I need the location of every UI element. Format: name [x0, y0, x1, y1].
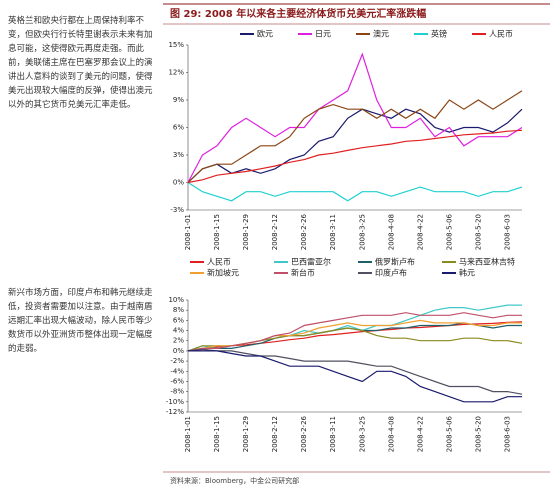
legend-label: 日元 — [315, 30, 331, 39]
x-tick-label: 2008-4-08 — [387, 416, 395, 452]
x-tick-label: 2008-2-26 — [300, 213, 308, 250]
legend-label: 人民币 — [489, 30, 513, 39]
legend-label: 人民币 — [207, 258, 231, 267]
legend-label: 英镑 — [431, 29, 447, 39]
x-tick-label: 2008-2-12 — [271, 214, 279, 250]
legend-label: 马来西亚林吉特 — [459, 257, 515, 267]
figure-title: 图 29: 2008 年以来各主要经济体货币兑美元汇率涨跌幅 — [170, 7, 426, 20]
series-line — [187, 321, 523, 352]
x-tick-label: 2008-4-08 — [387, 214, 395, 250]
y-tick-label: 0% — [173, 347, 184, 355]
legend-label: 印度卢布 — [375, 268, 407, 278]
left-text: 新兴市场方面，印度卢布和韩元继续走低，投资者需要加以注意。由于越南盾远期汇率出现… — [8, 288, 153, 354]
x-tick-label: 2008-1-29 — [242, 214, 250, 250]
legend-label: 新加坡元 — [207, 268, 239, 278]
y-tick-label: -2% — [170, 357, 184, 365]
x-tick-label: 2008-1-15 — [213, 416, 221, 452]
series-line — [188, 350, 522, 403]
x-tick-label: 2008-6-03 — [503, 214, 511, 250]
y-tick-label: -12% — [166, 408, 184, 416]
legend-label: 韩元 — [459, 268, 475, 278]
x-tick-label: 2008-1-01 — [184, 214, 192, 250]
y-tick-label: 8% — [173, 306, 184, 314]
source: 资料来源：Bloomberg，中金公司研究部 — [170, 476, 299, 485]
y-tick-label: -6% — [170, 377, 184, 385]
series-line — [187, 304, 522, 352]
left-text: 英格兰和欧央行都在上周保持利率不变，但欧央行行长特里谢表示未来有加息可能，这使得… — [8, 16, 153, 110]
x-tick-label: 2008-3-25 — [358, 416, 366, 452]
series-line — [187, 90, 523, 183]
y-tick-label: 9% — [173, 96, 184, 104]
y-tick-label: 4% — [173, 327, 184, 335]
y-tick-label: 3% — [173, 151, 184, 159]
series-line — [187, 181, 523, 202]
series-line — [187, 108, 523, 183]
x-tick-label: 2008-5-06 — [445, 415, 453, 452]
y-tick-label: 12% — [168, 69, 184, 77]
y-tick-label: -3% — [170, 206, 184, 214]
series-line — [187, 312, 522, 352]
series-line — [187, 129, 523, 184]
y-tick-label: -10% — [166, 398, 184, 406]
y-tick-label: -8% — [170, 388, 184, 396]
y-tick-label: 15% — [168, 41, 184, 49]
series-line — [187, 348, 523, 395]
y-tick-label: 6% — [173, 124, 184, 132]
legend-label: 巴西雷亚尔 — [291, 257, 331, 267]
y-tick-label: 2% — [173, 337, 184, 345]
x-tick-label: 2008-4-22 — [416, 214, 424, 250]
x-tick-label: 2008-5-20 — [474, 416, 482, 452]
series-line — [187, 322, 522, 352]
series-line — [187, 319, 522, 352]
legend-label: 欧元 — [257, 29, 273, 39]
y-tick-label: 6% — [173, 316, 184, 324]
x-tick-label: 2008-4-22 — [416, 416, 424, 452]
x-tick-label: 2008-1-29 — [242, 416, 250, 452]
x-tick-label: 2008-2-26 — [300, 415, 308, 452]
y-tick-label: 10% — [168, 296, 184, 304]
series-line — [187, 52, 523, 183]
y-tick-label: 0% — [173, 179, 184, 187]
x-tick-label: 2008-3-11 — [329, 416, 337, 452]
legend-label: 新台币 — [291, 268, 315, 278]
x-tick-label: 2008-2-12 — [271, 416, 279, 452]
x-tick-label: 2008-3-25 — [358, 214, 366, 250]
legend-label: 澳元 — [373, 29, 389, 39]
x-tick-label: 2008-1-15 — [213, 214, 221, 250]
legend-label: 俄罗斯卢布 — [375, 257, 415, 267]
x-tick-label: 2008-6-03 — [503, 416, 511, 452]
y-tick-label: -4% — [170, 367, 184, 375]
x-tick-label: 2008-5-06 — [445, 213, 453, 250]
x-tick-label: 2008-3-11 — [329, 214, 337, 250]
x-tick-label: 2008-5-20 — [474, 214, 482, 250]
x-tick-label: 2008-1-01 — [184, 416, 192, 452]
